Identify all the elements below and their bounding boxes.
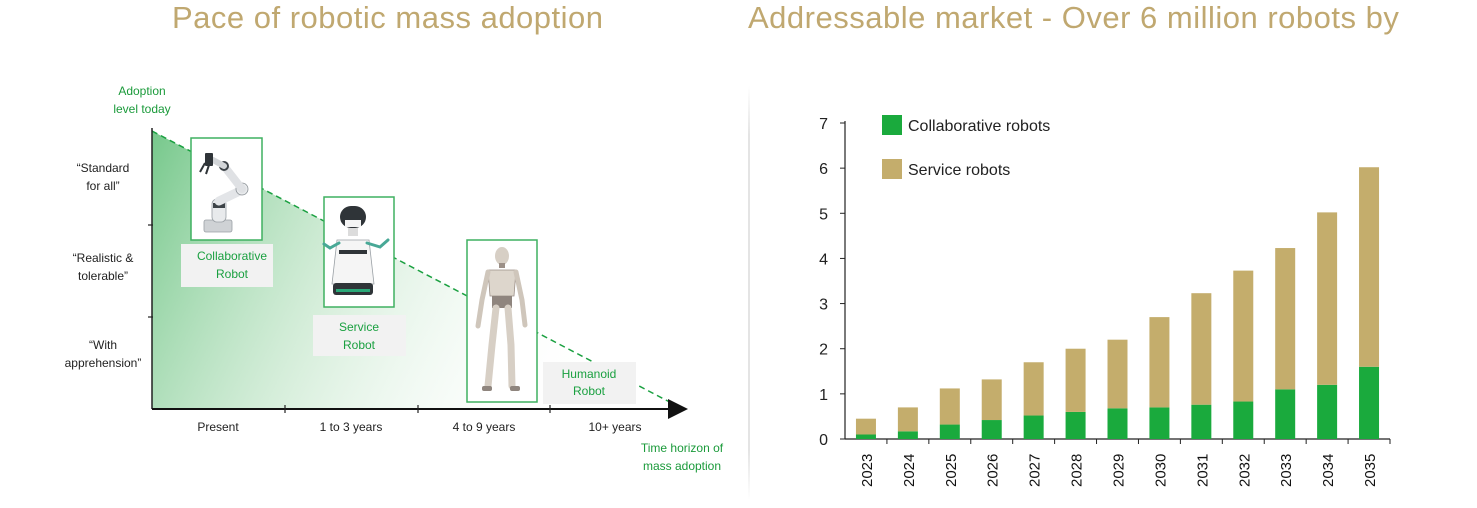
level-standard-line-2: for all” <box>86 179 119 193</box>
y-tick-label: 2 <box>819 342 828 359</box>
bar-service <box>939 388 960 425</box>
x-axis-label-line-2: mass adoption <box>643 459 721 473</box>
collaborative-robot-label-line-1: Collaborative <box>197 249 267 263</box>
bar-collaborative <box>1149 407 1170 439</box>
humanoid-robot-icon <box>475 247 528 391</box>
bar-collaborative <box>1359 366 1380 439</box>
legend-swatch <box>882 159 902 179</box>
humanoid-robot-label-line-1: Humanoid <box>562 367 617 381</box>
level-apprehension-line-2: apprehension” <box>65 356 142 370</box>
y-tick-label: 7 <box>819 116 828 133</box>
y-tick-label: 1 <box>819 387 828 404</box>
x-tick-label: 2024 <box>901 454 918 487</box>
bar-service <box>1233 270 1254 402</box>
bar-collaborative <box>1275 389 1296 439</box>
x-tick-label: 2029 <box>1111 454 1128 487</box>
legend-swatch <box>882 115 902 135</box>
service-robot-icon <box>322 206 390 295</box>
x-tick-label: 2031 <box>1194 454 1211 487</box>
y-axis-label-line-1: Adoption <box>118 84 165 98</box>
bar-collaborative <box>1317 384 1338 439</box>
y-tick-label: 6 <box>819 161 828 178</box>
y-tick-label: 0 <box>819 432 828 449</box>
x-tick-label: 2034 <box>1320 454 1337 487</box>
legend-label: Collaborative robots <box>908 118 1050 135</box>
bar-service <box>1191 293 1212 405</box>
service-robot-label-line-1: Service <box>339 320 379 334</box>
x-tick-label: 2026 <box>985 454 1002 487</box>
x-category-4-to-9: 4 to 9 years <box>453 420 516 434</box>
x-tick-label: 2032 <box>1236 454 1253 487</box>
bar-collaborative <box>855 434 876 439</box>
bar-service <box>1107 339 1128 409</box>
bar-collaborative <box>1065 411 1086 439</box>
bar-service <box>1317 212 1338 385</box>
x-tick-label: 2023 <box>859 454 876 487</box>
x-tick-label: 2033 <box>1278 454 1295 487</box>
level-realistic-line-2: tolerable” <box>78 269 128 283</box>
legend-label: Service robots <box>908 162 1010 179</box>
x-category-10-plus: 10+ years <box>588 420 641 434</box>
humanoid-robot-card: Humanoid Robot <box>466 239 636 404</box>
bar-collaborative <box>897 431 918 439</box>
adoption-ticks <box>148 224 551 413</box>
bar-collaborative <box>981 420 1002 439</box>
x-tick-label: 2030 <box>1152 454 1169 487</box>
bar-service <box>1023 362 1044 416</box>
y-tick-label: 3 <box>819 297 828 314</box>
collaborative-robot-label-line-2: Robot <box>216 267 249 281</box>
service-robot-label-line-2: Robot <box>343 338 376 352</box>
adoption-diagram: Adoption level today “Standard for all” … <box>65 84 724 473</box>
bar-collaborative <box>939 424 960 439</box>
collaborative-robot-card: Collaborative Robot <box>181 137 273 287</box>
bar-service <box>1359 167 1380 367</box>
collaborative-robot-arm-icon <box>199 153 249 233</box>
bar-service <box>855 418 876 435</box>
bar-collaborative <box>1023 415 1044 439</box>
level-standard-line-1: “Standard <box>77 161 130 175</box>
level-realistic-line-1: “Realistic & <box>73 251 134 265</box>
y-tick-label: 4 <box>819 251 828 268</box>
x-category-present: Present <box>197 420 239 434</box>
adoption-area <box>152 131 683 409</box>
bar-service <box>1149 317 1170 408</box>
bar-service <box>897 407 918 432</box>
humanoid-robot-label-line-2: Robot <box>573 384 606 398</box>
x-tick-label: 2025 <box>943 454 960 487</box>
panel-divider <box>748 86 750 500</box>
y-axis-label-line-2: level today <box>113 102 170 116</box>
right-title: Addressable market - Over 6 million robo… <box>748 0 1400 35</box>
level-apprehension-line-1: “With <box>89 338 117 352</box>
bar-collaborative <box>1233 401 1254 439</box>
bar-collaborative <box>1191 404 1212 439</box>
x-tick-label: 2027 <box>1027 454 1044 487</box>
bar-collaborative <box>1107 408 1128 439</box>
x-tick-label: 2035 <box>1362 454 1379 487</box>
bar-service <box>1065 348 1086 412</box>
bar-service <box>981 379 1002 421</box>
left-title: Pace of robotic mass adoption <box>172 0 604 35</box>
x-category-1-to-3: 1 to 3 years <box>320 420 383 434</box>
x-axis-label-line-1: Time horizon of <box>641 441 724 455</box>
y-tick-label: 5 <box>819 206 828 223</box>
service-robot-card: Service Robot <box>313 196 406 356</box>
bar-service <box>1275 248 1296 390</box>
x-tick-label: 2028 <box>1069 454 1086 487</box>
